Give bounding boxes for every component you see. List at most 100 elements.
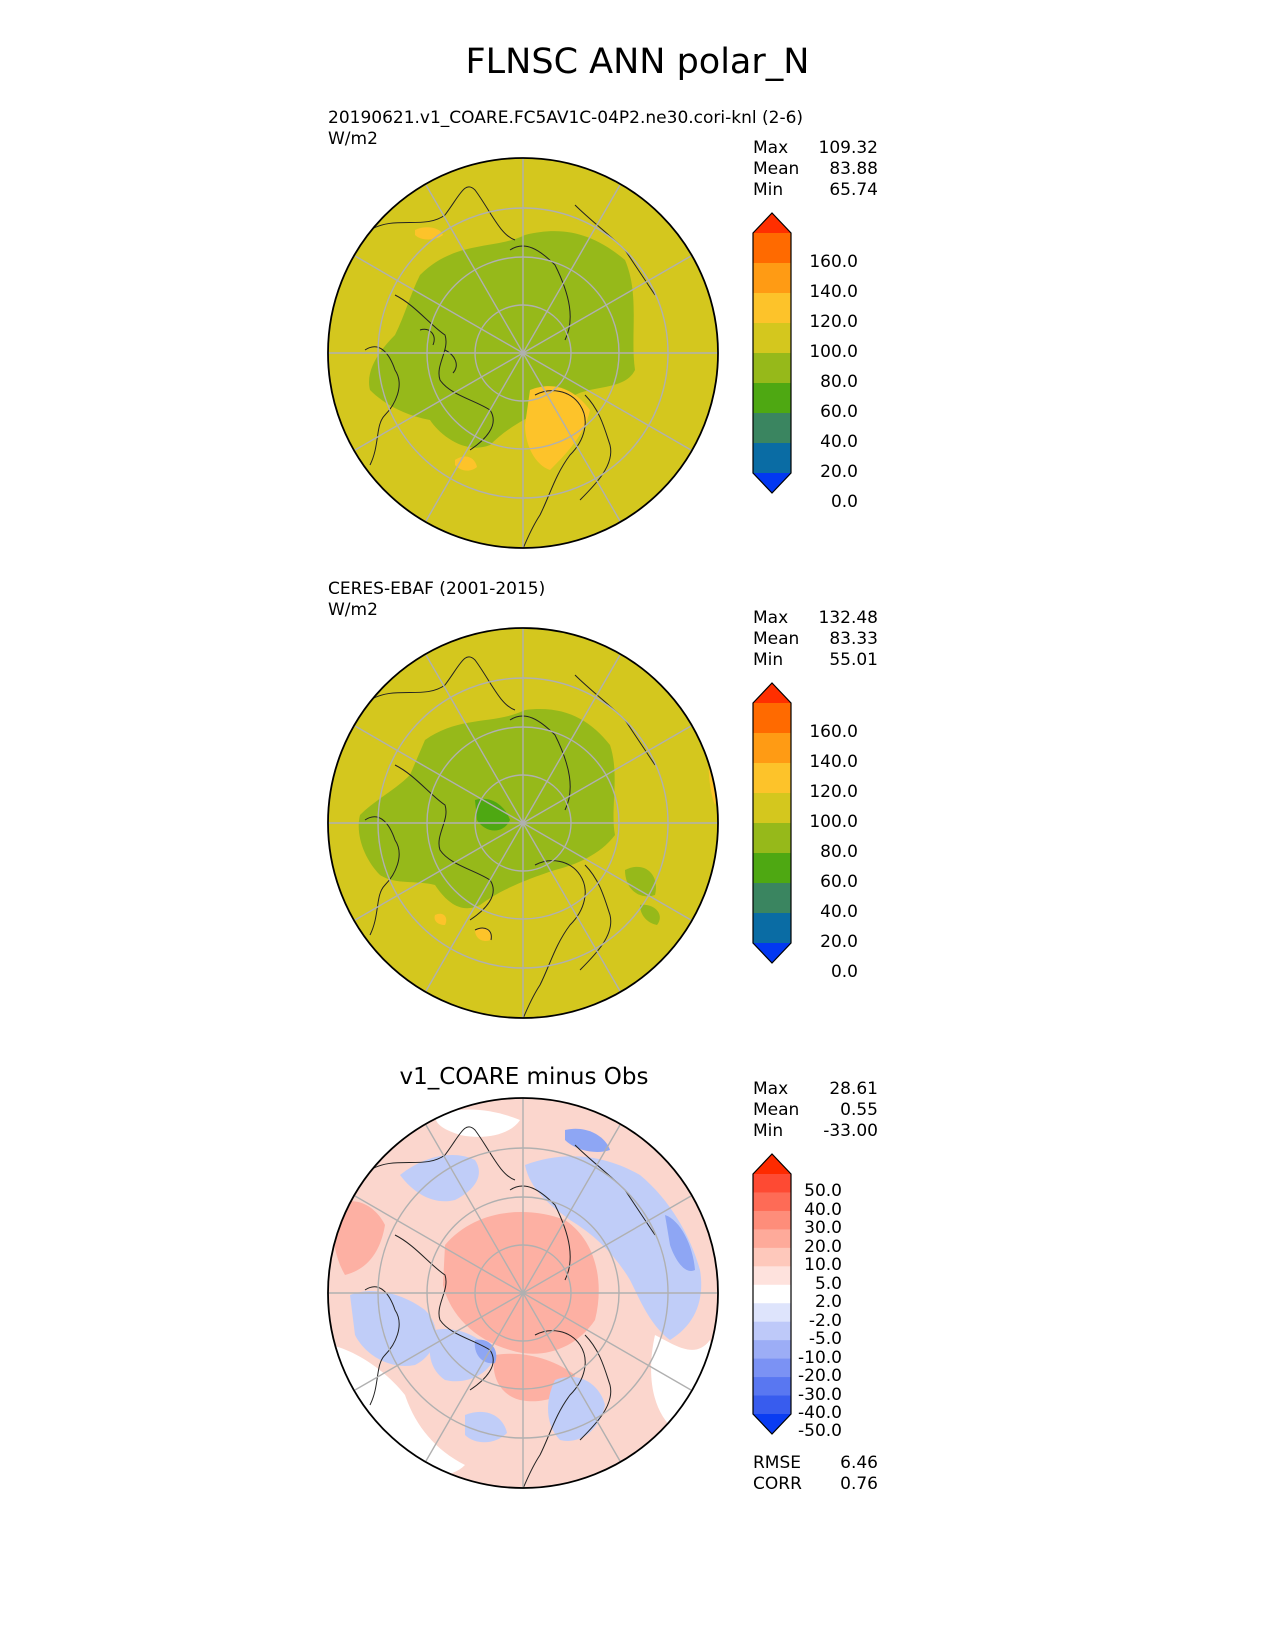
colorbar-segment bbox=[753, 383, 791, 414]
colorbar-segment bbox=[753, 263, 791, 294]
panel-3-field-blue-s bbox=[465, 1411, 507, 1443]
panel-2-stats: Max 132.48 Mean 83.33 Min 55.01 bbox=[753, 608, 878, 671]
colorbar-tick-label: -5.0 bbox=[808, 1329, 842, 1350]
colorbar-tick-label: 40.0 bbox=[820, 432, 858, 452]
colorbar-segment bbox=[753, 1266, 791, 1286]
colorbar-outline bbox=[752, 1153, 792, 1435]
panel-2-units-label: W/m2 bbox=[328, 600, 378, 620]
colorbar-segment bbox=[753, 823, 791, 854]
colorbar-tick-label: 20.0 bbox=[820, 462, 858, 482]
panel-2-stat-min: Min 55.01 bbox=[753, 650, 878, 670]
colorbar-extend-min bbox=[753, 943, 791, 963]
figure-title: FLNSC ANN polar_N bbox=[465, 42, 810, 82]
panel-3-metric-corr: CORR 0.76 bbox=[753, 1474, 878, 1494]
colorbar-segment bbox=[753, 353, 791, 384]
panel-3-stat-max: Max 28.61 bbox=[753, 1079, 878, 1099]
panel-1-stat-mean: Mean 83.88 bbox=[753, 159, 878, 179]
colorbar-tick-label: 5.0 bbox=[814, 1273, 842, 1294]
panel-1-coastlines bbox=[364, 186, 656, 548]
colorbar-segment bbox=[753, 1284, 791, 1304]
colorbar-tick-label: -30.0 bbox=[798, 1384, 842, 1405]
panel-1-stat-min: Min 65.74 bbox=[753, 180, 878, 200]
colorbar-tick-label: 60.0 bbox=[820, 872, 858, 892]
panel-2-map-border bbox=[327, 627, 719, 1019]
colorbar-tick-label: 10.0 bbox=[804, 1255, 842, 1276]
panel-3-title: v1_COARE minus Obs bbox=[399, 1064, 649, 1090]
panel-3-field-white-1 bbox=[330, 1345, 465, 1476]
colorbar-segment bbox=[753, 443, 791, 474]
colorbar-tick-label: -2.0 bbox=[808, 1310, 842, 1331]
panel-3-map-border bbox=[327, 1097, 719, 1489]
panel-1-stats: Max 109.32 Mean 83.88 Min 65.74 bbox=[753, 138, 878, 201]
panel-1-graticule bbox=[328, 158, 718, 548]
panel-2-field-orange-3 bbox=[434, 913, 447, 925]
colorbar-outline bbox=[752, 682, 792, 964]
colorbar-tick-label: 60.0 bbox=[820, 402, 858, 422]
colorbar-extend-min bbox=[753, 1414, 791, 1434]
panel-1-map bbox=[327, 157, 719, 549]
colorbar-tick-label: 80.0 bbox=[820, 842, 858, 862]
colorbar-extend-min bbox=[753, 473, 791, 493]
colorbar-tick-label: 80.0 bbox=[820, 372, 858, 392]
colorbar-tick-label: -40.0 bbox=[798, 1403, 842, 1423]
panel-2-field-orange-1 bbox=[475, 928, 492, 941]
colorbar-tick-label: 0.0 bbox=[830, 962, 858, 982]
colorbar-segment bbox=[753, 853, 791, 884]
colorbar-segment bbox=[753, 233, 791, 264]
panel-2-title: CERES-EBAF (2001-2015) W/m2 bbox=[328, 579, 545, 621]
colorbar-segment bbox=[753, 763, 791, 794]
colorbar-segment bbox=[753, 1321, 791, 1341]
panel-3-map bbox=[327, 1097, 719, 1489]
panel-1-colorbar-labels: 160.0 140.0 120.0 100.0 80.0 60.0 40.0 20.0 0.0 bbox=[788, 213, 858, 511]
panel-1-title: 20190621.v1_COARE.FC5AV1C-04P2.ne30.cori… bbox=[328, 108, 803, 150]
colorbar-tick-label: 140.0 bbox=[809, 752, 858, 772]
colorbar-segment bbox=[753, 1340, 791, 1360]
colorbar-tick-label: 0.0 bbox=[830, 492, 858, 512]
colorbar-segment bbox=[753, 913, 791, 944]
panel-1-colorbar bbox=[752, 212, 792, 494]
panel-3-metric-rmse: RMSE 6.46 bbox=[753, 1453, 878, 1473]
colorbar-tick-label: 140.0 bbox=[809, 282, 858, 302]
colorbar-segment bbox=[753, 413, 791, 444]
panel-3-field-blue-dark-1 bbox=[665, 1215, 695, 1271]
colorbar-segment bbox=[753, 1303, 791, 1323]
panel-2-colorbar-labels: 160.0 140.0 120.0 100.0 80.0 60.0 40.0 20.0 0.0 bbox=[788, 683, 858, 981]
panel-3-colorbar-labels: 50.0 40.0 30.0 20.0 10.0 5.0 2.0 -2.0 -5.0 -10.0-… bbox=[780, 1154, 842, 1440]
colorbar-tick-label: 50.0 bbox=[804, 1181, 842, 1202]
colorbar-segment bbox=[753, 1395, 791, 1415]
colorbar-segment bbox=[753, 1377, 791, 1397]
colorbar-segment bbox=[753, 323, 791, 354]
colorbar-tick-label: 100.0 bbox=[809, 342, 858, 362]
panel-3-stat-min: Min -33.00 bbox=[753, 1121, 878, 1141]
panel-3-field-blue-ne bbox=[525, 1156, 702, 1340]
panel-1-stat-max: Max 109.32 bbox=[753, 138, 878, 158]
colorbar-segment bbox=[753, 1229, 791, 1249]
colorbar-tick-label: 20.0 bbox=[820, 932, 858, 952]
panel-1-map-border bbox=[327, 157, 719, 549]
colorbar-segment bbox=[753, 1247, 791, 1267]
panel-2-stat-max: Max 132.48 bbox=[753, 608, 878, 628]
colorbar-segment bbox=[753, 1210, 791, 1230]
colorbar-tick-label: -20.0 bbox=[798, 1366, 842, 1387]
panel-3-stat-mean: Mean 0.55 bbox=[753, 1100, 878, 1120]
colorbar-outline bbox=[752, 212, 792, 494]
colorbar-segment bbox=[753, 793, 791, 824]
colorbar-segment bbox=[753, 733, 791, 764]
panel-2-colorbar bbox=[752, 682, 792, 964]
panel-2-stat-mean: Mean 83.33 bbox=[753, 629, 878, 649]
colorbar-segment bbox=[753, 1358, 791, 1378]
panel-2-field-green-3 bbox=[640, 904, 660, 925]
colorbar-tick-label: 120.0 bbox=[809, 782, 858, 802]
panel-3-field-blue-se bbox=[548, 1376, 605, 1441]
panel-1-units-label: W/m2 bbox=[328, 129, 378, 149]
panel-2-dataset-label: CERES-EBAF (2001-2015) bbox=[328, 579, 546, 599]
panel-3-field-blue-dark-3 bbox=[474, 1339, 497, 1364]
panel-3-field-red-west bbox=[332, 1201, 385, 1275]
colorbar-tick-label: 100.0 bbox=[809, 812, 858, 832]
colorbar-segment bbox=[753, 1174, 791, 1193]
panel-2-map bbox=[327, 627, 719, 1019]
colorbar-segment bbox=[753, 1192, 791, 1212]
colorbar-tick-label: 120.0 bbox=[809, 312, 858, 332]
panel-3-field-white-2 bbox=[651, 1335, 711, 1430]
colorbar-tick-label: 40.0 bbox=[820, 902, 858, 922]
